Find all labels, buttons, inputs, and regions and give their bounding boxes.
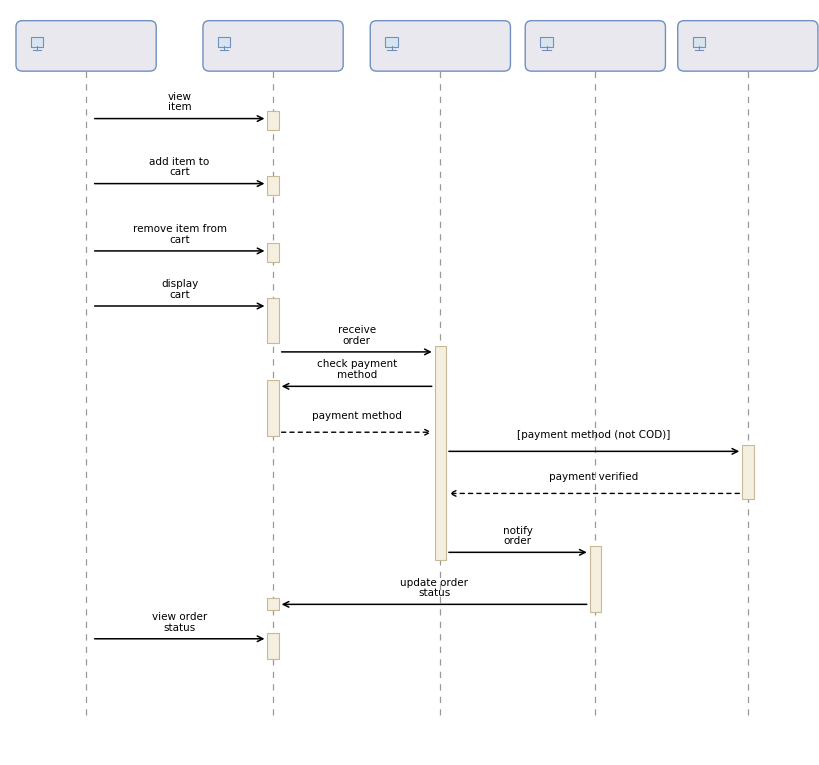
Text: payment method: payment method <box>311 411 401 421</box>
Text: Warehouse Staff: Warehouse Staff <box>554 40 651 52</box>
FancyBboxPatch shape <box>385 37 397 47</box>
Text: Bank: Bank <box>740 40 770 52</box>
Text: view: view <box>167 92 192 102</box>
FancyBboxPatch shape <box>203 21 343 71</box>
FancyBboxPatch shape <box>218 37 230 47</box>
Text: cart: cart <box>169 168 190 177</box>
Bar <box>267 598 278 610</box>
Bar <box>267 176 278 195</box>
Text: item: item <box>168 103 191 112</box>
Text: Customer: Customer <box>66 40 123 52</box>
Bar <box>267 633 278 659</box>
Text: receive: receive <box>337 325 375 335</box>
Text: check payment: check payment <box>316 360 396 369</box>
Text: add item to: add item to <box>149 157 210 167</box>
Text: display: display <box>161 279 198 289</box>
FancyBboxPatch shape <box>16 21 156 71</box>
Text: order: order <box>342 336 370 346</box>
FancyBboxPatch shape <box>540 37 552 47</box>
Bar <box>434 346 446 560</box>
Text: UI System Controller: UI System Controller <box>220 40 342 52</box>
Bar <box>267 380 278 436</box>
Bar <box>589 546 600 612</box>
Text: [payment method (not COD)]: [payment method (not COD)] <box>517 430 670 440</box>
Text: Admin: Admin <box>429 40 467 52</box>
Bar <box>267 298 278 343</box>
Text: update order: update order <box>400 578 468 588</box>
Text: cart: cart <box>169 290 190 300</box>
Bar <box>741 445 753 499</box>
Text: view order: view order <box>152 612 207 622</box>
Text: notify: notify <box>502 526 532 536</box>
FancyBboxPatch shape <box>31 37 43 47</box>
FancyBboxPatch shape <box>676 21 817 71</box>
Text: order: order <box>503 536 532 546</box>
Bar <box>267 243 278 262</box>
Text: payment verified: payment verified <box>549 472 638 482</box>
Text: cart: cart <box>169 235 190 245</box>
FancyBboxPatch shape <box>370 21 509 71</box>
Text: status: status <box>418 588 450 598</box>
FancyBboxPatch shape <box>525 21 665 71</box>
Text: remove item from: remove item from <box>133 224 226 234</box>
FancyBboxPatch shape <box>692 37 704 47</box>
Text: status: status <box>163 623 196 633</box>
Text: method: method <box>336 370 377 380</box>
Bar <box>267 111 278 130</box>
